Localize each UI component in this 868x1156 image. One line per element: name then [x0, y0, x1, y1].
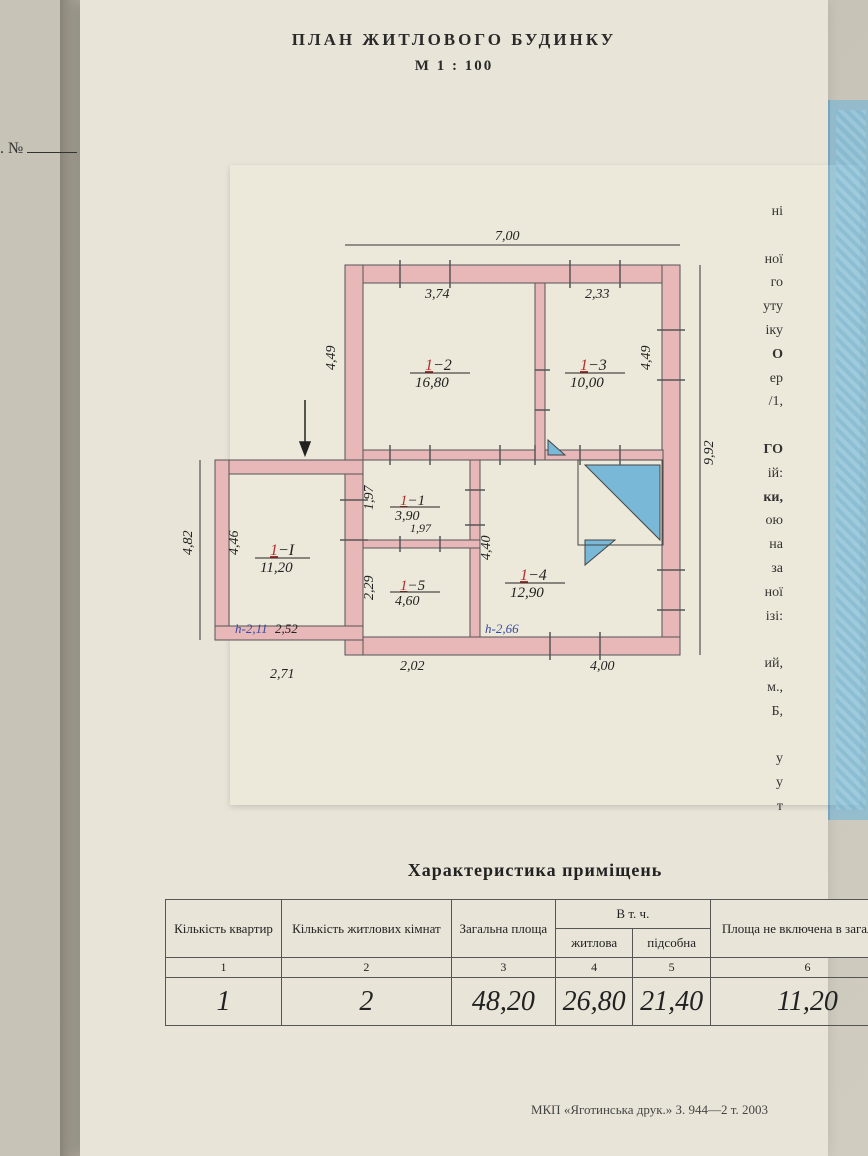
- th-excluded: Площа не включена в загальну: [710, 900, 868, 958]
- svg-text:2,71: 2,71: [270, 667, 295, 682]
- svg-text:1−3: 1−3: [580, 357, 607, 374]
- svg-text:4,60: 4,60: [395, 594, 420, 609]
- characteristics-table: Кількість квартир Кількість житлових кім…: [165, 899, 868, 1026]
- svg-text:2,29: 2,29: [362, 576, 377, 601]
- svg-text:12,90: 12,90: [510, 585, 544, 601]
- certificate-pattern: [836, 110, 866, 810]
- th-rooms: Кількість житлових кімнат: [282, 900, 452, 958]
- svg-text:h-2,11: h-2,11: [235, 621, 268, 636]
- svg-text:11,20: 11,20: [260, 560, 293, 576]
- th-apartments: Кількість квартир: [166, 900, 282, 958]
- printer-footer: МКП «Яготинська друк.» З. 944—2 т. 2003: [531, 1102, 768, 1118]
- table-title: Характеристика приміщень: [165, 860, 868, 881]
- svg-text:10,00: 10,00: [570, 375, 604, 391]
- page-title: ПЛАН ЖИТЛОВОГО БУДИНКУ: [80, 0, 828, 50]
- floor-plan-drawing: 1−I 11,20 1−2 16,80 1−3 10,00 1−1 3,90 1…: [140, 170, 790, 790]
- svg-text:4,46: 4,46: [227, 531, 242, 556]
- val-total: 48,20: [451, 978, 555, 1026]
- stove-fixtures: [578, 460, 663, 565]
- svg-text:4,82: 4,82: [181, 531, 196, 556]
- val-living: 26,80: [555, 978, 633, 1026]
- th-total-area: Загальна площа: [451, 900, 555, 958]
- data-row: 1 2 48,20 26,80 21,40 11,20: [166, 978, 868, 1026]
- svg-text:4,49: 4,49: [324, 346, 339, 371]
- val-apartments: 1: [166, 978, 282, 1026]
- svg-text:4,40: 4,40: [479, 536, 494, 561]
- svg-text:h-2,66: h-2,66: [485, 621, 519, 636]
- svg-text:2,02: 2,02: [400, 659, 425, 674]
- svg-text:3,74: 3,74: [424, 287, 450, 302]
- val-aux: 21,40: [633, 978, 711, 1026]
- svg-text:1−2: 1−2: [425, 357, 452, 374]
- column-number-row: 1 2 3 4 5 6: [166, 958, 868, 978]
- svg-text:1,97: 1,97: [362, 485, 377, 511]
- characteristics-table-section: Характеристика приміщень Кількість кварт…: [165, 860, 868, 1026]
- svg-text:2,52: 2,52: [275, 621, 298, 636]
- entrance-arrow-icon: [300, 400, 310, 455]
- th-group: В т. ч.: [555, 900, 710, 929]
- small-fixture: [548, 440, 565, 455]
- svg-text:9,92: 9,92: [702, 441, 717, 466]
- th-living: житлова: [555, 929, 633, 958]
- svg-text:16,80: 16,80: [415, 375, 449, 391]
- number-label: . №: [0, 140, 77, 158]
- svg-text:1−4: 1−4: [520, 567, 547, 584]
- val-rooms: 2: [282, 978, 452, 1026]
- room-labels: 1−I 11,20 1−2 16,80 1−3 10,00 1−1 3,90 1…: [255, 357, 625, 609]
- svg-text:7,00: 7,00: [495, 229, 520, 244]
- svg-text:4,00: 4,00: [590, 659, 615, 674]
- scale-label: М 1 : 100: [80, 58, 828, 75]
- val-excluded: 11,20: [710, 978, 868, 1026]
- svg-text:4,49: 4,49: [639, 346, 654, 371]
- th-aux: підсобна: [633, 929, 711, 958]
- svg-text:2,33: 2,33: [585, 287, 610, 302]
- svg-text:1,97: 1,97: [410, 521, 432, 535]
- svg-text:1−I: 1−I: [270, 542, 295, 559]
